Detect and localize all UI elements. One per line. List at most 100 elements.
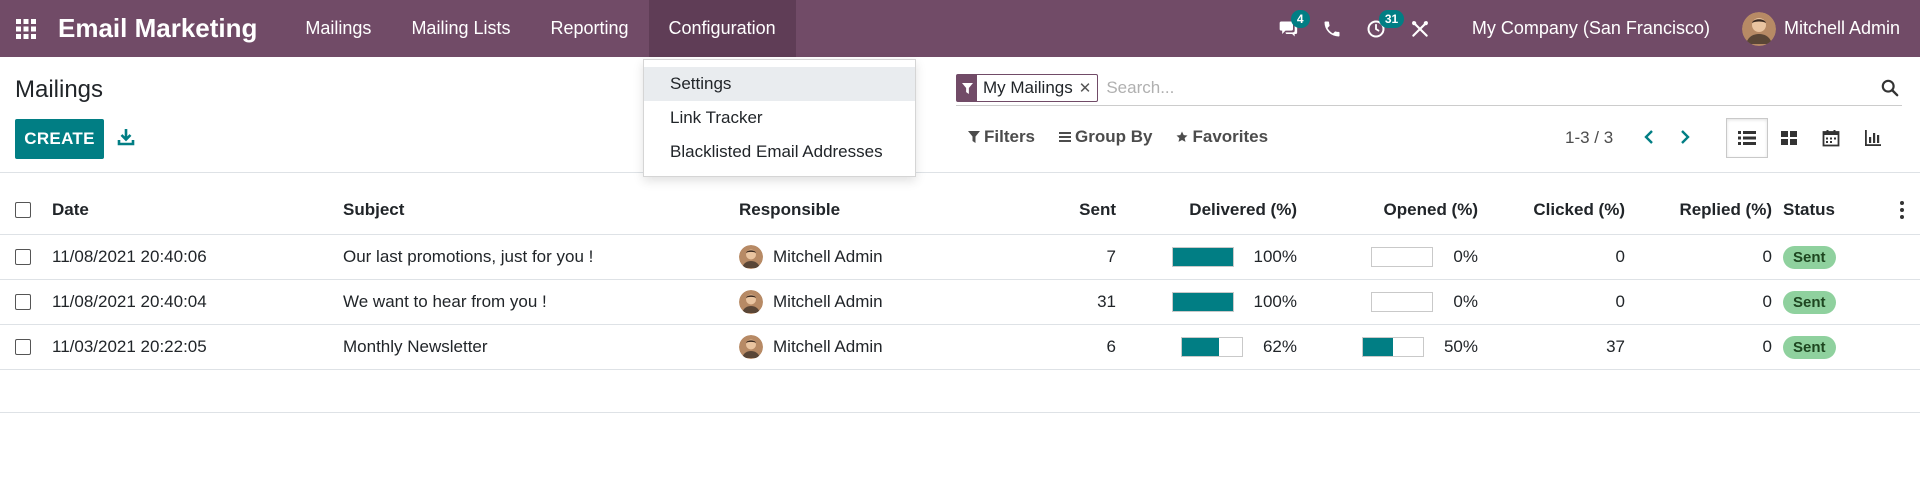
menu-configuration[interactable]: Configuration xyxy=(648,0,796,57)
menu-mailings[interactable]: Mailings xyxy=(305,18,372,38)
graph-view-icon[interactable] xyxy=(1852,118,1894,158)
chevron-left-icon[interactable] xyxy=(1638,125,1660,149)
kanban-view-icon[interactable] xyxy=(1768,118,1810,158)
row-checkbox[interactable] xyxy=(15,339,31,355)
search-facet: My Mailings ✕ xyxy=(956,74,1099,102)
control-panel-divider xyxy=(0,172,1920,173)
select-all-checkbox[interactable] xyxy=(15,201,31,218)
calendar-view-icon[interactable] xyxy=(1810,118,1852,158)
column-options-icon[interactable] xyxy=(1900,185,1904,234)
responsible-name: Mitchell Admin xyxy=(773,247,883,266)
bars-icon xyxy=(1059,132,1072,142)
header-delivered[interactable]: Delivered (%) xyxy=(1189,199,1297,219)
favorites-button[interactable]: Favorites xyxy=(1176,127,1268,147)
row-select-cell[interactable] xyxy=(15,280,31,324)
responsible-name: Mitchell Admin xyxy=(773,337,883,356)
favorites-label: Favorites xyxy=(1192,127,1269,146)
row-responsible[interactable]: Mitchell Admin xyxy=(739,235,883,279)
row-clicked: 0 xyxy=(1615,247,1625,266)
list-view-icon[interactable] xyxy=(1726,118,1768,158)
dropdown-item-settings[interactable]: Settings xyxy=(644,67,915,101)
search-options: Filters Group By Favorites xyxy=(968,127,1292,147)
opened-value: 0% xyxy=(1453,247,1478,266)
row-checkbox[interactable] xyxy=(15,249,31,265)
view-switcher xyxy=(1726,118,1894,158)
create-button[interactable]: CREATE xyxy=(15,119,104,159)
delivered-progress-fill xyxy=(1172,293,1233,311)
configuration-dropdown: Settings Link Tracker Blacklisted Email … xyxy=(643,59,916,177)
search-box: My Mailings ✕ xyxy=(956,71,1902,106)
avatar xyxy=(739,245,763,269)
responsible-name: Mitchell Admin xyxy=(773,292,883,311)
header-date[interactable]: Date xyxy=(52,199,89,219)
row-responsible[interactable]: Mitchell Admin xyxy=(739,325,883,369)
star-icon xyxy=(1176,131,1188,142)
search-icon[interactable] xyxy=(1878,76,1902,100)
avatar xyxy=(1741,11,1776,46)
table-header: Date Subject Responsible Sent Delivered … xyxy=(0,185,1920,235)
table-body: 11/08/2021 20:40:06 Our last promotions,… xyxy=(0,235,1920,370)
header-responsible[interactable]: Responsible xyxy=(739,199,841,219)
messages-count-badge: 4 xyxy=(1290,10,1310,28)
row-select-cell[interactable] xyxy=(15,325,31,369)
menu-mailing-lists[interactable]: Mailing Lists xyxy=(411,18,511,38)
row-sent: 7 xyxy=(1106,247,1116,266)
table-row[interactable]: 11/08/2021 20:40:06 Our last promotions,… xyxy=(0,235,1920,280)
header-clicked[interactable]: Clicked (%) xyxy=(1533,199,1625,219)
opened-value: 50% xyxy=(1443,337,1478,356)
row-subject: Monthly Newsletter xyxy=(343,337,488,356)
row-date: 11/08/2021 20:40:06 xyxy=(52,247,207,266)
table-row[interactable]: 11/03/2021 20:22:05 Monthly Newsletter M… xyxy=(0,325,1920,370)
row-clicked: 37 xyxy=(1606,337,1625,356)
header-subject[interactable]: Subject xyxy=(343,199,405,219)
pager-value[interactable]: 1-3 / 3 xyxy=(1565,128,1614,147)
row-replied: 0 xyxy=(1762,337,1772,356)
delivered-progress-bar xyxy=(1171,292,1234,312)
table-row[interactable]: 11/08/2021 20:40:04 We want to hear from… xyxy=(0,280,1920,325)
phone-icon[interactable] xyxy=(1310,0,1354,57)
header-opened[interactable]: Opened (%) xyxy=(1383,199,1478,219)
delivered-progress-bar xyxy=(1171,247,1234,267)
delivered-progress-bar xyxy=(1180,337,1243,357)
company-switcher[interactable]: My Company (San Francisco) xyxy=(1471,18,1710,38)
row-select-cell[interactable] xyxy=(15,235,31,279)
row-replied: 0 xyxy=(1762,292,1772,311)
delivered-value: 100% xyxy=(1253,292,1297,311)
filters-label: Filters xyxy=(984,127,1036,146)
select-all-cell[interactable] xyxy=(15,185,31,234)
dropdown-item-link-tracker[interactable]: Link Tracker xyxy=(670,108,763,127)
row-opened: 0% xyxy=(1310,280,1478,324)
status-badge: Sent xyxy=(1783,245,1836,269)
menu-reporting[interactable]: Reporting xyxy=(550,18,629,38)
user-menu[interactable]: Mitchell Admin xyxy=(1741,11,1900,46)
status-badge: Sent xyxy=(1783,335,1836,359)
chat-icon[interactable]: 4 xyxy=(1266,0,1310,57)
search-input[interactable] xyxy=(1106,78,1878,98)
download-icon[interactable] xyxy=(116,127,136,147)
row-sent: 6 xyxy=(1106,337,1116,356)
tools-icon[interactable] xyxy=(1398,0,1442,57)
avatar xyxy=(739,290,763,314)
avatar xyxy=(739,335,763,359)
dropdown-item-blacklisted-emails[interactable]: Blacklisted Email Addresses xyxy=(670,142,883,161)
header-status[interactable]: Status xyxy=(1783,199,1835,219)
header-replied[interactable]: Replied (%) xyxy=(1679,199,1772,219)
row-responsible[interactable]: Mitchell Admin xyxy=(739,280,883,324)
row-subject: We want to hear from you ! xyxy=(343,292,547,311)
filters-button[interactable]: Filters xyxy=(968,127,1035,147)
clock-icon[interactable]: 31 xyxy=(1354,0,1405,57)
group-by-button[interactable]: Group By xyxy=(1059,127,1152,147)
navbar-systray: 4 31 My Company (San Francisco) Mitchell… xyxy=(1266,0,1920,57)
row-status: Sent xyxy=(1783,235,1836,279)
opened-progress-bar xyxy=(1371,292,1434,312)
facet-remove-icon[interactable]: ✕ xyxy=(1078,80,1092,97)
facet-label: My Mailings xyxy=(983,78,1073,97)
top-navbar: Email Marketing Mailings Mailing Lists R… xyxy=(0,0,1920,57)
chevron-right-icon[interactable] xyxy=(1674,125,1696,149)
activities-count-badge: 31 xyxy=(1378,10,1405,28)
row-checkbox[interactable] xyxy=(15,294,31,310)
app-brand[interactable]: Email Marketing xyxy=(58,13,258,43)
header-sent[interactable]: Sent xyxy=(1079,199,1116,219)
apps-icon[interactable] xyxy=(0,0,52,57)
filter-icon xyxy=(968,131,980,143)
